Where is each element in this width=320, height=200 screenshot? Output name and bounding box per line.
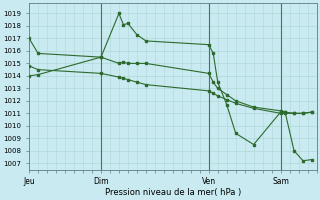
- X-axis label: Pression niveau de la mer( hPa ): Pression niveau de la mer( hPa ): [105, 188, 241, 197]
